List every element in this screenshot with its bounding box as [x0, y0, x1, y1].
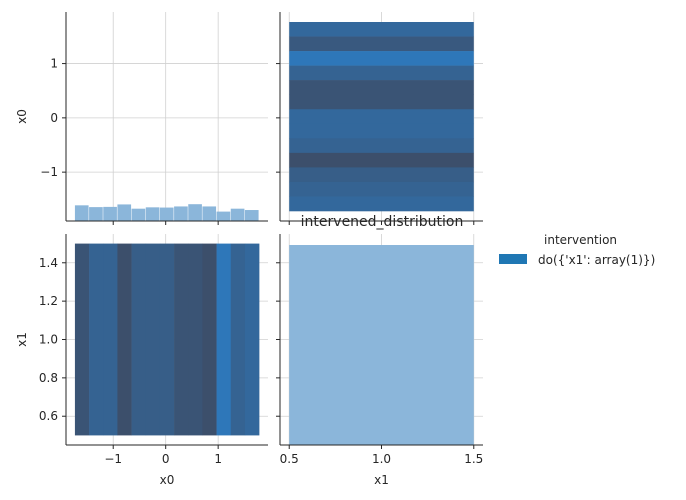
tick-label-y-x0: 0	[50, 111, 58, 125]
hist2d-band-tr	[289, 65, 474, 81]
tick-label-x0: 1	[214, 452, 222, 466]
hist-bar-x0	[174, 206, 188, 221]
hist2d-stripe-bl	[174, 243, 189, 436]
tick-label-x0: 0	[162, 452, 170, 466]
hist-bar-x0	[131, 208, 146, 221]
tick-label-x1: 0.5	[280, 452, 299, 466]
hist2d-stripe-bl	[230, 243, 246, 436]
tick-label-y-x0: −1	[40, 165, 58, 179]
text-layer: −1 0 1 0.5 1.0 1.5 −1 0 1 0.6 0.8 1.0 1.2 1.4 x0 x1 x0 x1…	[15, 57, 655, 487]
hist2d-stripe-bl	[145, 243, 161, 436]
tick-label-y-x1: 0.8	[39, 371, 58, 385]
legend-swatch	[499, 254, 527, 264]
hist-bar-x0	[103, 206, 117, 221]
hist2d-band-tr	[289, 196, 474, 212]
hist-bar-x0	[159, 207, 174, 221]
x-axis-label-x0: x0	[160, 473, 175, 487]
hist-bar-x0	[230, 208, 245, 221]
legend-entry-label: do({'x1': array(1)})	[538, 253, 655, 267]
tick-label-x1: 1.5	[464, 452, 483, 466]
hist2d-band-tr	[289, 167, 474, 183]
hist2d-stripe-bl	[74, 243, 90, 436]
tick-label-y-x0: 1	[50, 57, 58, 71]
hist-bar-x0	[244, 210, 259, 221]
tick-label-x1: 1.0	[372, 452, 391, 466]
hist2d-band-tr	[289, 22, 474, 37]
hist-bar-x1	[289, 245, 474, 445]
tick-label-y-x1: 0.6	[39, 409, 58, 423]
hist2d-stripe-bl	[131, 243, 147, 436]
hist2d-stripe-bl	[89, 243, 104, 436]
hist-bar-x0	[188, 204, 202, 221]
marks-layer	[74, 22, 474, 445]
hist2d-band-tr	[289, 109, 474, 125]
hist2d-stripe-bl	[103, 243, 118, 436]
tick-label-x0: −1	[104, 452, 122, 466]
hist2d-band-tr	[289, 152, 474, 168]
axes-layer	[62, 12, 483, 449]
hist2d-stripe-bl	[188, 243, 203, 436]
hist-bar-x0	[89, 207, 103, 221]
hist2d-band-tr	[289, 94, 474, 110]
hist2d-band-tr	[289, 51, 474, 66]
hist-bar-x0	[74, 205, 89, 221]
hist2d-stripe-bl	[117, 243, 132, 436]
tick-label-y-x1: 1.0	[39, 333, 58, 347]
hist2d-stripe-bl	[244, 243, 260, 436]
tick-label-y-x1: 1.4	[39, 256, 58, 270]
hist2d-band-tr	[289, 36, 474, 52]
hist-bar-x0	[216, 211, 231, 221]
y-axis-label-x1: x1	[15, 332, 29, 347]
hist2d-stripe-bl	[216, 243, 232, 436]
tick-label-y-x1: 1.2	[39, 294, 58, 308]
hist2d-band-tr	[289, 123, 474, 139]
hist-bar-x0	[145, 207, 160, 221]
hist2d-band-tr	[289, 138, 474, 154]
panel-title: intervened_distribution	[301, 214, 464, 230]
hist2d-stripe-bl	[202, 243, 217, 436]
hist2d-stripe-bl	[159, 243, 175, 436]
hist-bar-x0	[117, 204, 132, 221]
hist2d-band-tr	[289, 80, 474, 95]
y-axis-label-x0: x0	[15, 109, 29, 124]
x-axis-label-x1: x1	[374, 473, 389, 487]
legend-title: intervention	[544, 233, 617, 247]
hist-bar-x0	[202, 206, 217, 221]
hist2d-band-tr	[289, 181, 474, 197]
